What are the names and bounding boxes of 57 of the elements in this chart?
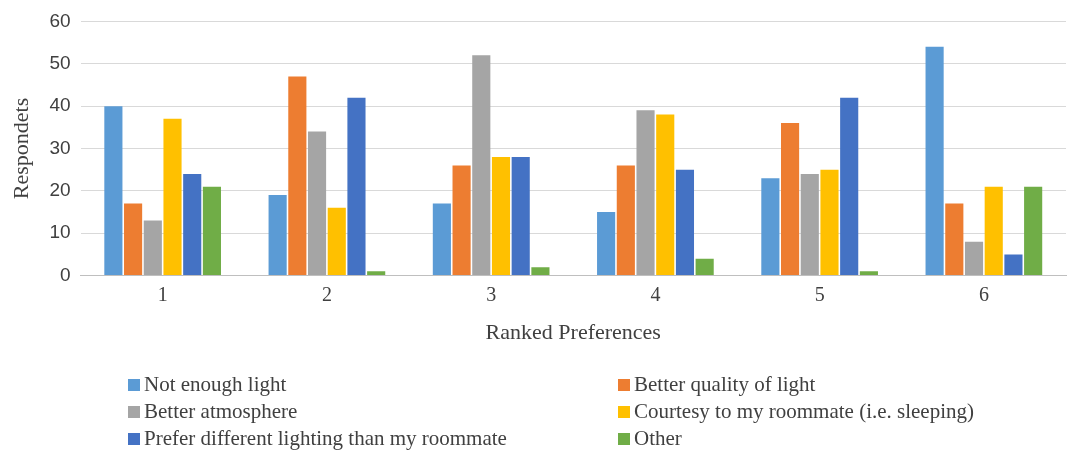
bar [800, 173, 819, 276]
bar [616, 165, 635, 276]
y-tick-label: 10 [49, 221, 71, 243]
x-tick-label: 5 [814, 282, 825, 305]
legend-label: Better quality of light [634, 372, 816, 397]
bar [347, 97, 366, 276]
legend-label: Better atmosphere [144, 399, 298, 424]
bar [432, 203, 451, 276]
bar [597, 212, 616, 276]
bar [183, 173, 202, 276]
x-tick-label: 1 [157, 282, 168, 305]
bar [820, 169, 839, 276]
bar [695, 258, 714, 276]
legend-label: Other [634, 426, 682, 451]
bar [925, 46, 944, 276]
bar [761, 178, 780, 276]
bar [202, 186, 221, 276]
y-tick-label: 60 [49, 9, 71, 31]
bar [307, 131, 327, 276]
y-tick-label: 20 [49, 179, 71, 201]
bar [636, 110, 655, 276]
bar [104, 106, 123, 276]
y-tick-label: 30 [49, 136, 71, 158]
bar [1004, 254, 1023, 276]
bar [984, 186, 1003, 276]
bar [452, 165, 471, 276]
bar [781, 123, 800, 276]
legend-label: Courtesy to my roommate (i.e. sleeping) [634, 399, 975, 424]
bar [124, 203, 143, 276]
bar [472, 55, 491, 276]
bar [1024, 186, 1043, 276]
x-tick-label: 6 [978, 282, 989, 305]
x-tick-label: 3 [486, 282, 497, 305]
bar [840, 97, 859, 276]
bar [327, 207, 346, 276]
legend-label: Not enough light [144, 372, 287, 397]
bar [859, 271, 878, 276]
y-tick-label: 0 [59, 263, 71, 285]
bar [531, 267, 550, 276]
bar [143, 220, 162, 276]
bar [491, 156, 511, 276]
legend-label: Prefer different lighting than my roommate [144, 426, 507, 451]
bar [675, 169, 695, 276]
x-tick-label: 2 [321, 282, 332, 305]
x-tick-label: 4 [650, 282, 661, 305]
bar [163, 118, 182, 276]
bar [945, 203, 964, 276]
bar [268, 195, 287, 276]
x-axis-title: Ranked Preferences [485, 318, 661, 344]
bar [511, 156, 530, 276]
bar [288, 76, 307, 276]
bar [964, 241, 984, 276]
bar [367, 271, 386, 276]
y-tick-label: 40 [49, 94, 71, 116]
y-axis-title: Respondets [7, 97, 33, 200]
y-tick-label: 50 [49, 52, 71, 73]
bar [656, 114, 675, 276]
